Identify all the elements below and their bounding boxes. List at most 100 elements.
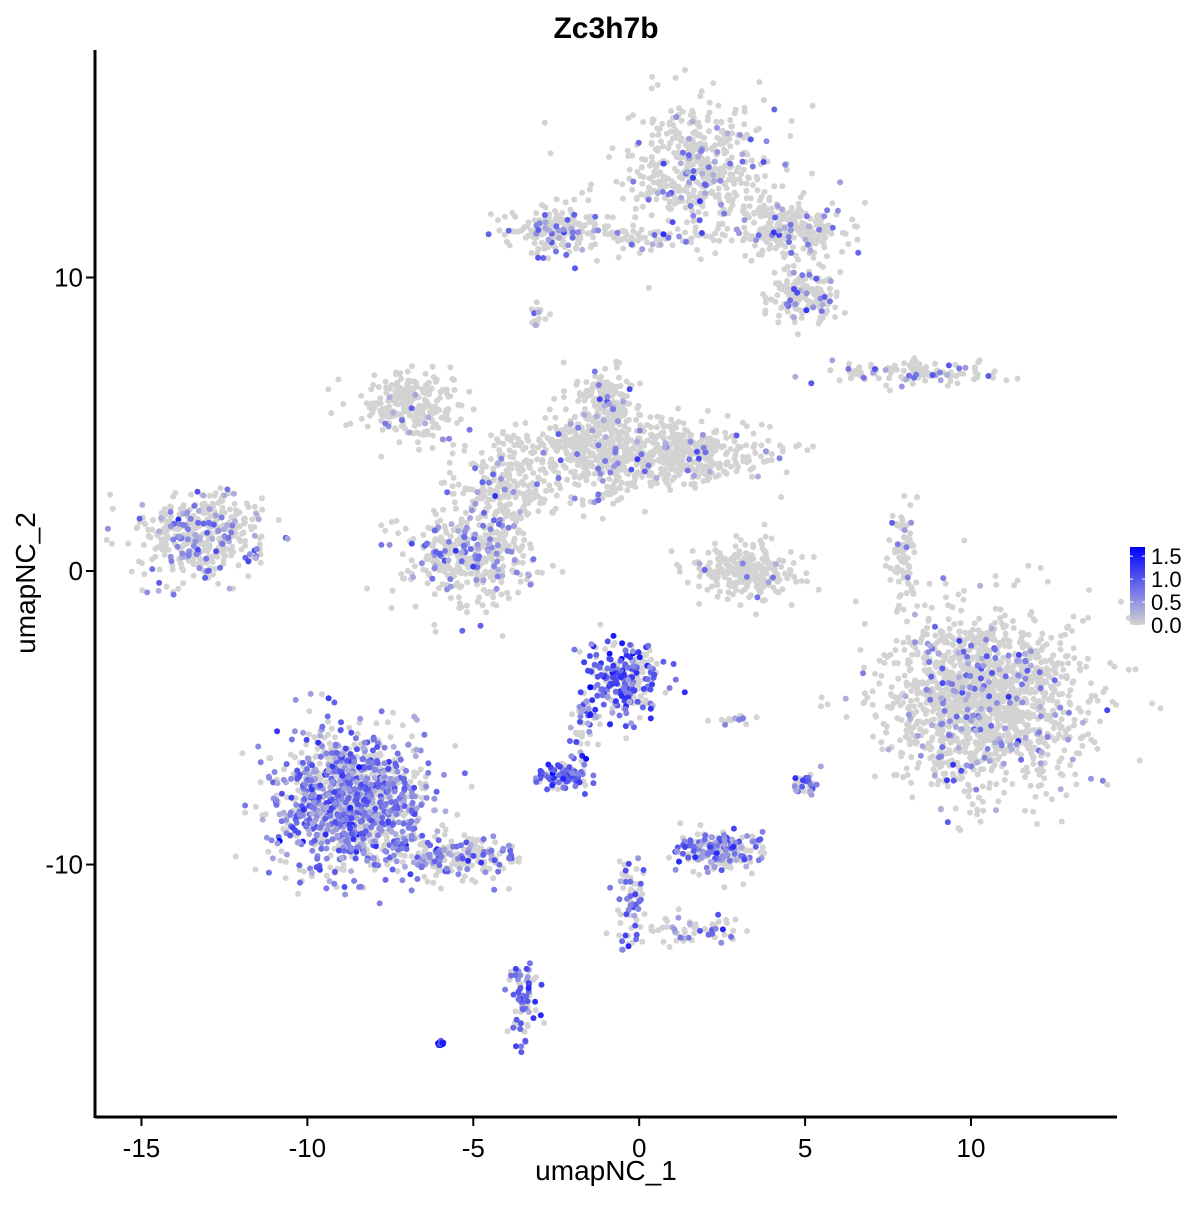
cell-point (909, 651, 916, 658)
cell-point (690, 130, 697, 136)
cell-point (772, 280, 779, 287)
cell-point (752, 578, 759, 585)
cell-point (906, 741, 913, 748)
cell-point (854, 236, 861, 243)
cell-point (411, 773, 418, 780)
cell-point (974, 811, 981, 818)
cell-point (706, 99, 713, 106)
cell-point (832, 304, 839, 311)
cell-point (1097, 718, 1103, 725)
cell-point (1001, 776, 1008, 783)
cell-point (886, 537, 893, 544)
cell-point (887, 576, 894, 583)
cell-point (992, 692, 999, 699)
cell-point (1063, 792, 1070, 799)
cell-point (413, 383, 420, 390)
cell-point (882, 562, 889, 569)
cell-point (743, 550, 749, 557)
cell-point (776, 312, 782, 319)
cell-point (647, 453, 654, 460)
cell-point (522, 420, 529, 426)
cell-point (633, 196, 640, 202)
cell-point (914, 651, 921, 658)
cell-point (944, 783, 951, 790)
cell-point (663, 479, 670, 486)
cell-point (518, 439, 525, 446)
cell-point (249, 516, 256, 523)
cell-point (718, 128, 725, 135)
cell-point (942, 652, 949, 659)
cell-point (954, 380, 961, 387)
cell-point (248, 526, 255, 533)
cell-point (923, 364, 930, 371)
cell-point (618, 403, 625, 410)
cell-point (880, 720, 887, 727)
cell-point (646, 175, 653, 182)
cell-point (939, 629, 946, 636)
cell-point (944, 639, 951, 646)
cell-point (417, 431, 424, 438)
cell-point (491, 442, 498, 449)
cell-point (751, 219, 757, 226)
cell-point (503, 510, 510, 517)
cell-point (641, 508, 648, 515)
cell-point (871, 773, 878, 780)
cell-point (799, 554, 806, 560)
cell-point (604, 462, 611, 469)
cell-point (922, 377, 929, 384)
cell-point (952, 805, 959, 812)
cell-point (727, 446, 734, 453)
cell-point (695, 119, 702, 126)
cell-point (743, 230, 750, 237)
cell-point (510, 510, 517, 517)
cell-point (538, 239, 545, 246)
cell-point (422, 404, 429, 410)
cell-point (661, 434, 667, 441)
cell-point (943, 594, 949, 601)
cell-point (690, 218, 697, 224)
cell-point (692, 224, 699, 231)
cell-point (400, 399, 407, 406)
cell-point (680, 420, 687, 427)
cell-point (768, 457, 775, 464)
cell-point (606, 476, 613, 482)
cell-point (446, 469, 453, 476)
cell-point (232, 853, 239, 860)
cell-point (567, 500, 574, 507)
cell-point (233, 507, 240, 514)
cell-point (804, 229, 811, 236)
cell-point (593, 257, 600, 264)
cell-point (638, 164, 645, 171)
cell-point (402, 525, 409, 532)
cell-point (571, 196, 578, 203)
cell-point (965, 793, 972, 800)
cell-point (902, 555, 909, 561)
cell-point (704, 114, 711, 120)
cell-point (766, 423, 773, 430)
cell-point (944, 686, 951, 692)
cell-point (758, 442, 765, 449)
cell-point (559, 427, 566, 433)
cell-point (669, 242, 676, 249)
cell-point (861, 620, 868, 627)
cell-point (1034, 821, 1040, 827)
cell-point (666, 199, 673, 206)
cell-point (418, 408, 425, 415)
cell-point (756, 79, 763, 86)
cell-point (807, 298, 814, 305)
cell-point (640, 119, 647, 125)
cell-point (454, 580, 461, 587)
cell-point (965, 781, 972, 788)
cell-point (1048, 796, 1055, 803)
cell-point (430, 374, 437, 381)
cell-point (699, 467, 706, 473)
cell-point (507, 483, 514, 490)
cell-point (750, 444, 757, 451)
cell-point (552, 414, 559, 421)
cell-point (639, 457, 646, 464)
cell-point (845, 241, 852, 247)
cell-point (802, 284, 809, 290)
cell-point (604, 483, 611, 490)
cell-point (393, 426, 400, 433)
cell-point (761, 188, 768, 195)
